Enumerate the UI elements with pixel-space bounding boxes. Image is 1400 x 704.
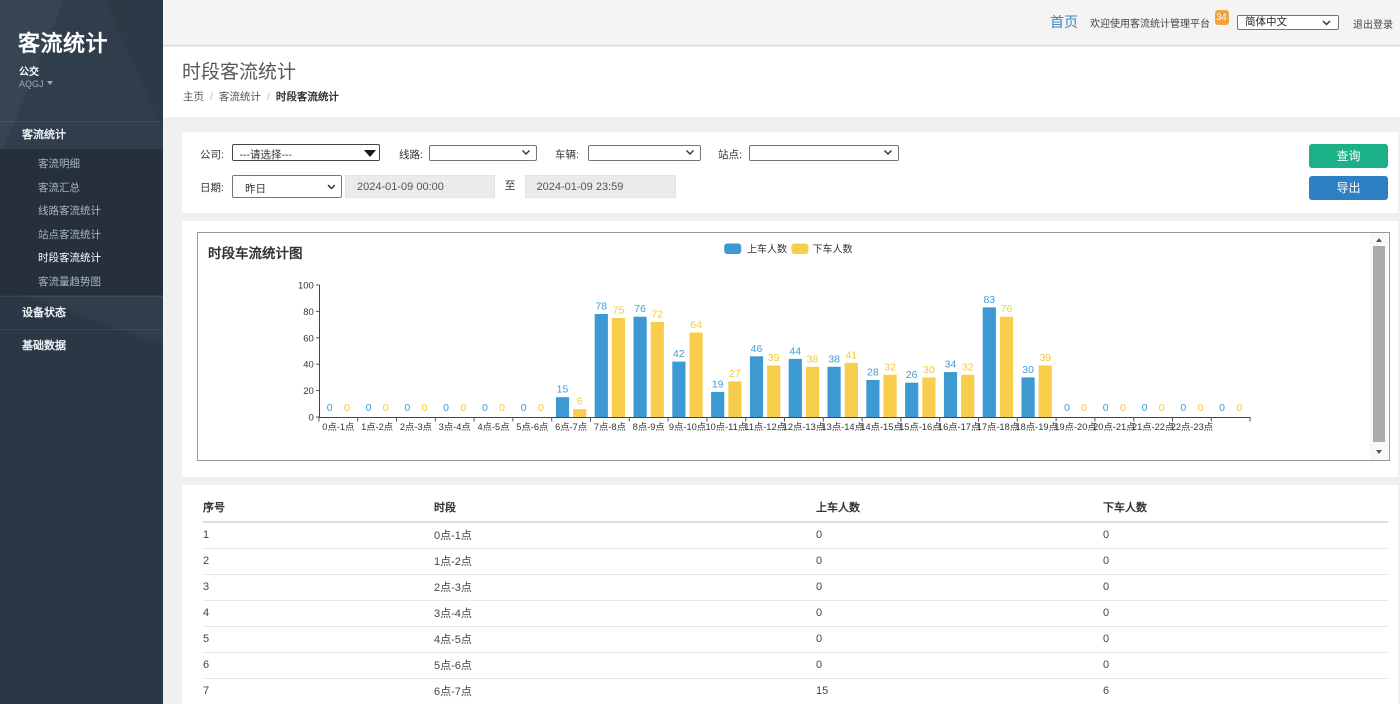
svg-text:27: 27 [729,368,741,380]
svg-text:75: 75 [613,305,625,317]
svg-text:0: 0 [422,402,428,414]
svg-text:20点-21点: 20点-21点 [1093,422,1135,432]
svg-text:0: 0 [499,402,505,414]
svg-text:0: 0 [366,402,372,414]
svg-text:0: 0 [1120,402,1126,414]
svg-text:17点-18点: 17点-18点 [977,422,1019,432]
svg-text:19点-20点: 19点-20点 [1054,422,1096,432]
svg-text:0: 0 [344,402,350,414]
svg-text:100: 100 [298,281,314,292]
svg-text:10点-11点: 10点-11点 [705,422,747,432]
svg-text:上车人数: 上车人数 [747,243,787,256]
svg-text:41: 41 [845,349,857,361]
svg-text:1点-2点: 1点-2点 [361,422,393,432]
svg-text:19: 19 [712,378,724,390]
svg-text:80: 80 [303,307,314,318]
svg-text:0: 0 [327,402,333,414]
svg-text:38: 38 [807,353,819,365]
svg-text:0: 0 [1081,402,1087,414]
svg-text:0: 0 [1198,402,1204,414]
svg-text:0: 0 [482,402,488,414]
svg-text:30: 30 [923,364,935,376]
svg-text:76: 76 [1001,303,1013,315]
svg-text:18点-19点: 18点-19点 [1016,422,1058,432]
svg-text:0: 0 [1180,402,1186,414]
svg-text:4点-5点: 4点-5点 [477,422,509,432]
svg-text:9点-10点: 9点-10点 [669,422,706,432]
svg-text:13点-14点: 13点-14点 [822,422,864,432]
svg-text:64: 64 [690,319,702,331]
svg-text:16点-17点: 16点-17点 [938,422,980,432]
svg-text:0: 0 [521,402,527,414]
svg-text:0: 0 [1219,402,1225,414]
svg-text:12点-13点: 12点-13点 [783,422,825,432]
svg-text:14点-15点: 14点-15点 [860,422,902,432]
svg-text:42: 42 [673,348,685,360]
svg-text:0: 0 [443,402,449,414]
svg-text:0: 0 [1064,402,1070,414]
svg-text:2点-3点: 2点-3点 [400,422,432,432]
svg-text:20: 20 [303,386,314,397]
svg-text:0: 0 [1236,402,1242,414]
svg-text:6: 6 [577,396,583,408]
svg-text:34: 34 [945,359,957,371]
svg-text:22点-23点: 22点-23点 [1171,422,1213,432]
svg-text:28: 28 [867,367,879,379]
svg-text:6点-7点: 6点-7点 [555,422,587,432]
svg-text:3点-4点: 3点-4点 [439,422,471,432]
svg-text:下车人数: 下车人数 [813,243,853,256]
svg-text:7点-8点: 7点-8点 [594,422,626,432]
svg-text:0: 0 [538,402,544,414]
svg-text:26: 26 [906,369,918,381]
svg-text:78: 78 [595,301,607,313]
svg-text:15点-16点: 15点-16点 [899,422,941,432]
svg-text:39: 39 [1039,352,1051,364]
svg-text:0: 0 [1142,402,1148,414]
svg-text:0点-1点: 0点-1点 [322,422,354,432]
svg-text:11点-12点: 11点-12点 [744,422,786,432]
svg-text:60: 60 [303,333,314,344]
svg-text:30: 30 [1022,364,1034,376]
svg-text:44: 44 [789,345,801,357]
svg-text:21点-22点: 21点-22点 [1132,422,1174,432]
svg-text:0: 0 [1159,402,1165,414]
svg-text:0: 0 [309,413,314,424]
svg-text:32: 32 [962,361,974,373]
svg-text:39: 39 [768,352,780,364]
svg-text:40: 40 [303,360,314,371]
svg-text:46: 46 [751,343,763,355]
svg-text:38: 38 [828,353,840,365]
svg-text:76: 76 [634,303,646,315]
svg-text:15: 15 [557,384,569,396]
svg-text:0: 0 [1103,402,1109,414]
svg-text:0: 0 [460,402,466,414]
svg-text:8点-9点: 8点-9点 [633,422,665,432]
svg-text:5点-6点: 5点-6点 [516,422,548,432]
svg-text:0: 0 [404,402,410,414]
svg-text:32: 32 [884,361,896,373]
svg-text:72: 72 [651,309,663,321]
svg-text:0: 0 [383,402,389,414]
svg-text:83: 83 [983,294,995,306]
